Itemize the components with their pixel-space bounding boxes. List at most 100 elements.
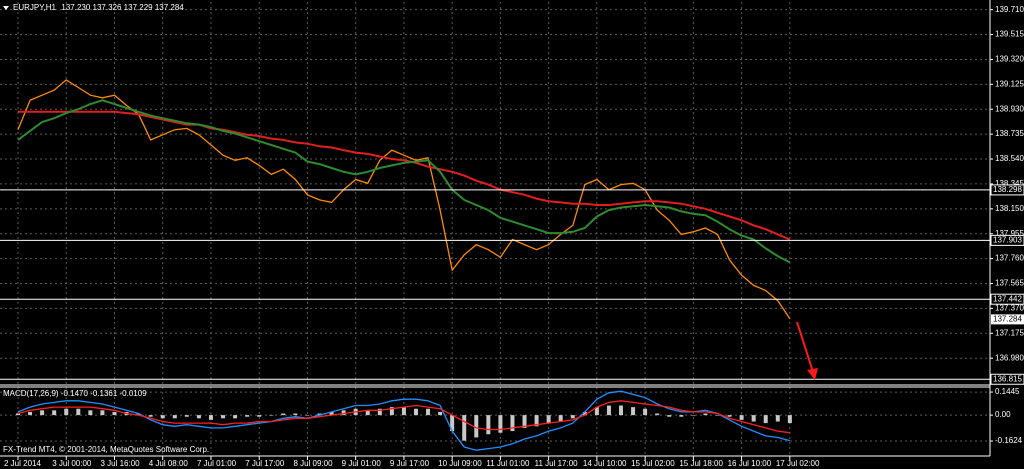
histogram-bar — [329, 411, 334, 416]
histogram-bar — [40, 410, 45, 416]
level-box — [990, 373, 1024, 385]
level-label: 138.298 — [993, 185, 1022, 194]
histogram-bar — [775, 415, 780, 422]
histogram-bar — [28, 411, 33, 416]
series-line — [17, 79, 791, 319]
histogram-bar — [631, 407, 636, 416]
histogram-bar — [160, 415, 165, 419]
x-tick-label: 8 Jul 09:00 — [293, 459, 333, 468]
ohlc: 137.230 137.326 137.229 137.284 — [61, 3, 184, 12]
x-tick-label: 9 Jul 17:00 — [390, 459, 430, 468]
histogram-bar — [341, 410, 346, 416]
y-tick-label: -0.1624 — [995, 436, 1023, 445]
x-tick-label: 9 Jul 01:00 — [342, 459, 382, 468]
histogram-bar — [703, 413, 708, 416]
y-tick-label: 137.175 — [995, 328, 1024, 337]
x-tick-label: 10 Jul 09:00 — [438, 459, 482, 468]
y-tick-label: 139.125 — [995, 79, 1024, 88]
x-tick-label: 15 Jul 18:00 — [679, 459, 723, 468]
footer: FX-Trend MT4, © 2001-2014, MetaQuotes So… — [3, 445, 209, 454]
x-tick-label: 15 Jul 02:00 — [631, 459, 675, 468]
histogram-bar — [594, 407, 599, 416]
y-tick-label: 137.370 — [995, 304, 1024, 313]
forecast-arrow — [796, 321, 818, 380]
y-tick-label: 136.980 — [995, 353, 1024, 362]
histogram-bar — [739, 415, 744, 420]
histogram-bar — [16, 413, 20, 416]
histogram-bar — [64, 408, 69, 416]
histogram-bar — [281, 413, 286, 416]
histogram-bar — [136, 413, 141, 416]
histogram-bar — [534, 415, 539, 427]
histogram-bar — [751, 415, 756, 422]
x-tick-label: 16 Jul 10:00 — [728, 459, 772, 468]
histogram-bar — [426, 408, 431, 416]
histogram-bar — [643, 408, 648, 416]
menu-triangle — [3, 6, 9, 10]
histogram-bar — [365, 410, 370, 416]
series-line — [17, 400, 790, 434]
histogram-bar — [522, 415, 527, 428]
histogram-bar — [245, 415, 250, 417]
y-tick-label: 137.760 — [995, 254, 1024, 263]
histogram-bar — [727, 415, 732, 417]
histogram-bar — [401, 407, 406, 416]
marks-layer — [0, 79, 990, 451]
level-label: 137.903 — [993, 235, 1022, 244]
histogram-bar — [377, 408, 382, 416]
y-tick-label: 137.565 — [995, 279, 1024, 288]
histogram-bar — [582, 411, 587, 416]
histogram-bar — [112, 411, 117, 416]
histogram-bar — [269, 415, 274, 416]
histogram-bar — [655, 413, 660, 416]
series-line — [17, 99, 791, 264]
series-line — [18, 110, 791, 241]
histogram-bar — [305, 415, 310, 416]
histogram-bar — [462, 415, 467, 441]
histogram-bar — [257, 415, 262, 417]
y-tick-label: 138.735 — [995, 129, 1024, 138]
histogram-bar — [606, 405, 611, 416]
y-tick-label: 139.515 — [995, 30, 1024, 39]
y-tick-label: 139.710 — [995, 5, 1024, 14]
x-tick-label: 3 Jul 16:00 — [100, 459, 140, 468]
histogram-bar — [100, 410, 105, 416]
x-tick-label: 7 Jul 01:00 — [197, 459, 237, 468]
histogram-bar — [221, 415, 226, 419]
y-tick-label: 138.150 — [995, 204, 1024, 213]
macd-title: MACD(17,26,9) -0.1470 -0.1361 -0.0109 — [3, 389, 147, 398]
level-box — [990, 234, 1024, 246]
histogram-bar — [510, 415, 515, 432]
histogram-bar — [52, 410, 57, 416]
level-box — [990, 293, 1024, 305]
chart-title: EURJPY,H1 137.230 137.326 137.229 137.284 — [13, 3, 184, 12]
x-tick-label: 11 Jul 01:00 — [486, 459, 530, 468]
histogram-bar — [293, 413, 298, 416]
y-tick-label: 138.345 — [995, 179, 1024, 188]
histogram-bar — [763, 415, 768, 424]
histogram-bar — [570, 415, 575, 419]
histogram-bar — [438, 411, 443, 416]
x-tick-label: 14 Jul 10:00 — [583, 459, 627, 468]
y-tick-label: 137.955 — [995, 229, 1024, 238]
histogram-bar — [691, 415, 696, 416]
price-label: 137.284 — [993, 314, 1022, 323]
histogram-bar — [148, 415, 153, 417]
histogram-bar — [619, 405, 623, 416]
histogram-bar — [667, 415, 672, 417]
x-tick-label: 7 Jul 17:00 — [245, 459, 285, 468]
symbol: EURJPY,H1 — [13, 3, 57, 12]
histogram-bar — [389, 407, 394, 416]
histogram-bar — [498, 415, 503, 433]
histogram-bar — [88, 410, 93, 416]
histogram-bar — [317, 413, 322, 416]
x-tick-label: 4 Jul 08:00 — [149, 459, 189, 468]
y-tick-label: 139.320 — [995, 55, 1024, 64]
y-tick-label: 0.1445 — [995, 387, 1020, 396]
y-tick-label: 138.540 — [995, 154, 1024, 163]
x-tick-label: 2 Jul 2014 — [4, 459, 41, 468]
histogram-bar — [486, 415, 491, 435]
level-label: 137.442 — [993, 294, 1022, 303]
histogram-bar — [474, 415, 479, 438]
